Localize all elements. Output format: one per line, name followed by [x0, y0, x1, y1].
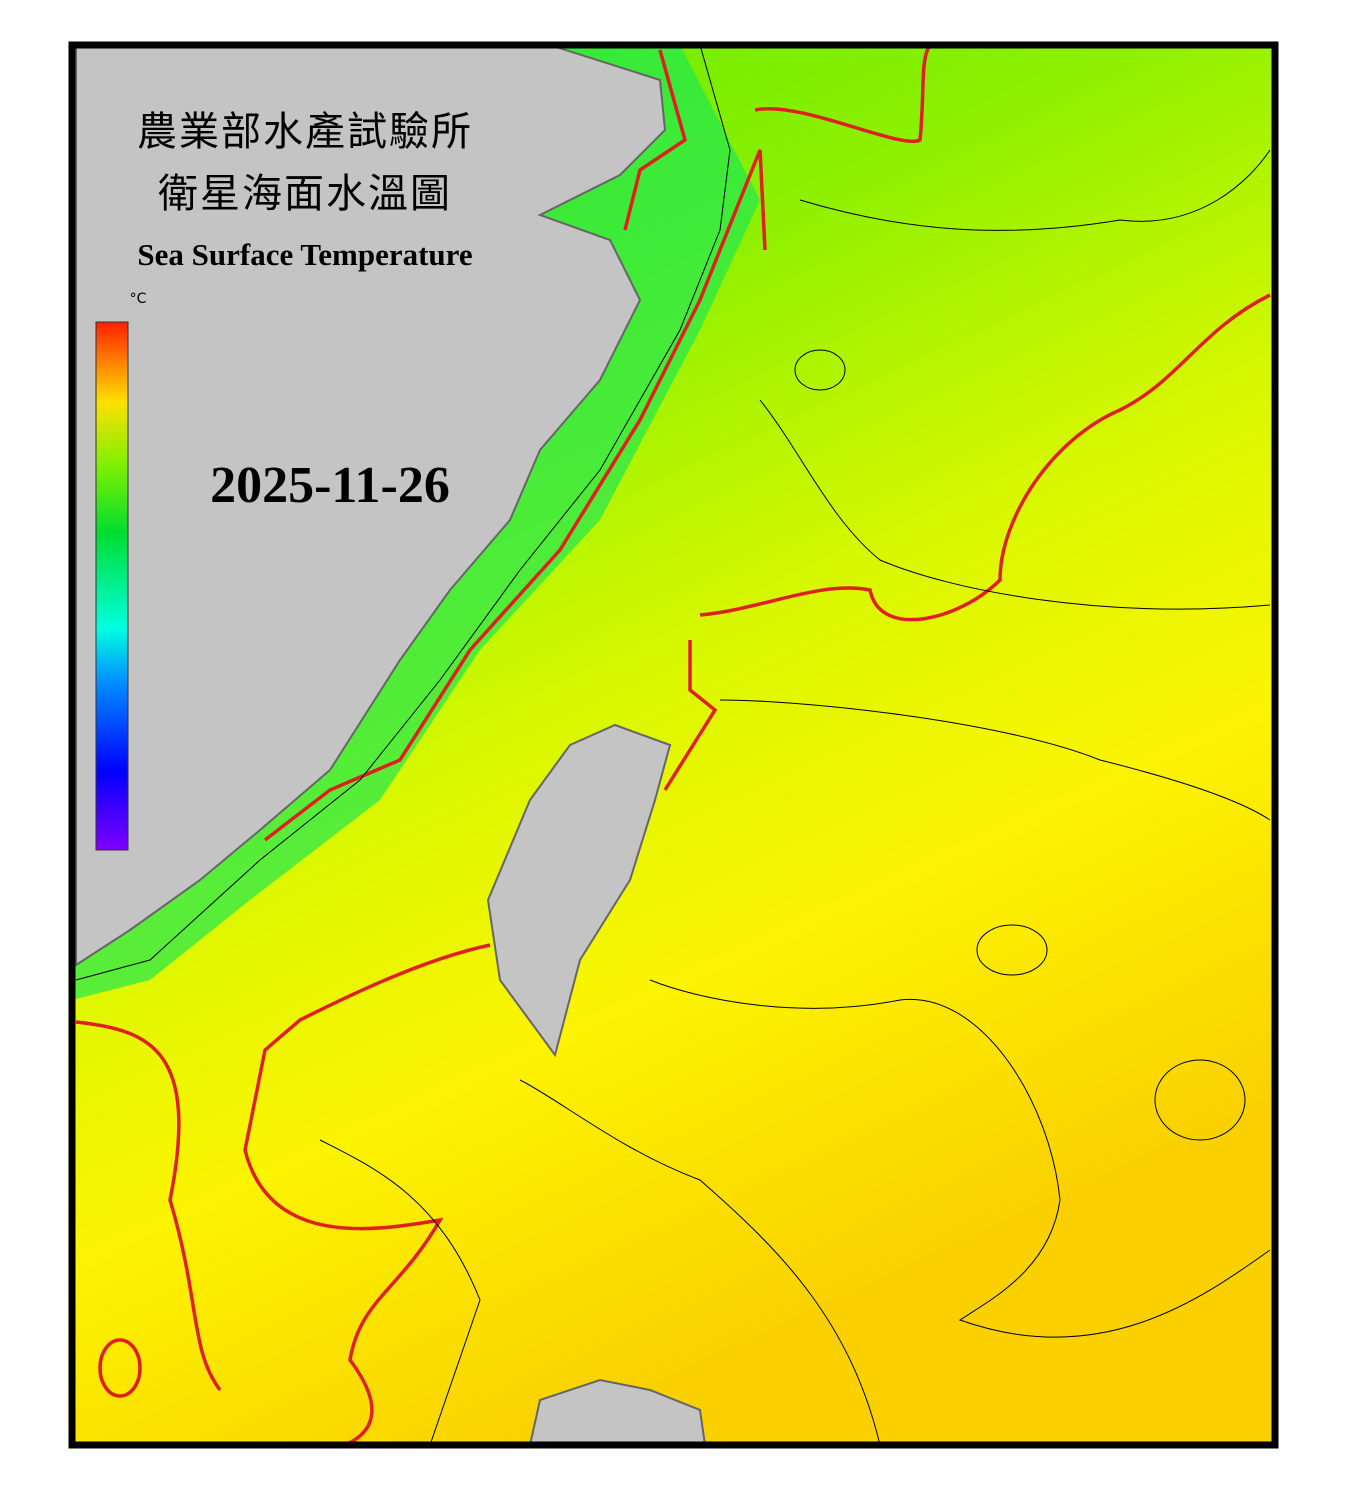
land-luzon — [528, 1378, 707, 1445]
map-body — [72, 45, 1275, 1445]
map-frame — [68, 41, 1279, 1449]
title-en: Sea Surface Temperature — [137, 237, 472, 272]
colorbar-unit: °C — [130, 291, 147, 307]
black-contours — [75, 45, 1271, 1445]
colorbar — [95, 321, 129, 851]
title-zh-2: 衛星海面水溫圖 — [158, 171, 452, 216]
date: 2025-11-26 — [210, 457, 450, 514]
title-zh-1: 農業部水產試驗所 — [137, 109, 473, 154]
land-china — [75, 45, 667, 967]
red-contours — [75, 45, 1271, 1445]
land-taiwan — [486, 723, 672, 1058]
